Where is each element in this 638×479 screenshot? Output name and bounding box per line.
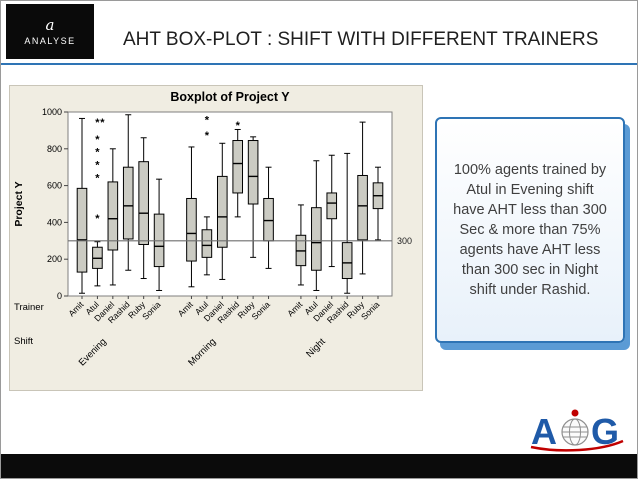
reference-line-label: 300 (397, 236, 412, 246)
boxplot-chart-panel: Boxplot of Project Y Project Y 0 200 400 600 8… (9, 85, 423, 391)
y-tick-label: 600 (47, 181, 62, 191)
aig-letter-a: A (531, 411, 557, 452)
trainer-label: Amit (285, 299, 305, 319)
box-daniel-night (326, 192, 338, 220)
trainer-label: Amit (66, 299, 86, 319)
shift-label: Night (304, 336, 328, 360)
boxplot-chart: Boxplot of Project Y Project Y 0 200 400 600 8… (13, 90, 412, 368)
outlier-marker: * (205, 130, 210, 142)
outlier-marker: * (95, 160, 100, 172)
y-tick-label: 0 (57, 291, 62, 301)
trainer-label: Sonia (140, 299, 163, 322)
trainer-label: Amit (176, 299, 196, 319)
box-rashid-morning (232, 140, 244, 194)
box-atul-night (311, 207, 322, 271)
y-tick-label: 200 (47, 254, 62, 264)
outlier-marker: * (236, 120, 241, 132)
outlier-marker: * (95, 172, 100, 184)
outlier-marker: * (95, 134, 100, 146)
chart-title: Boxplot of Project Y (170, 90, 290, 104)
box-amit-evening (76, 187, 88, 273)
box-daniel-evening (107, 181, 119, 251)
y-tick-label: 800 (47, 144, 62, 154)
footer-bar (1, 454, 637, 478)
callout-box: 100% agents trained by Atul in Evening s… (435, 117, 625, 343)
analyse-logo: a ANALYSE (6, 4, 94, 59)
outlier-marker: * (100, 117, 105, 129)
shift-label: Evening (77, 336, 109, 368)
trainer-row-label: Trainer (14, 302, 44, 313)
trainer-label: Sonia (250, 299, 273, 322)
box-amit-morning (186, 197, 197, 262)
plot-area (67, 111, 393, 297)
header-divider (1, 63, 637, 65)
callout-text: 100% agents trained by Atul in Evening s… (453, 162, 607, 298)
y-axis-label: Project Y (13, 181, 25, 226)
shift-row-label: Shift (14, 336, 33, 347)
logo-underline (530, 439, 624, 452)
outlier-marker: * (205, 114, 210, 126)
i-dot-icon (571, 409, 579, 417)
box-sonia-morning (263, 197, 274, 242)
box-ruby-night (357, 174, 368, 241)
box-rashid-night (341, 242, 353, 280)
trainer-label: Sonia (359, 299, 382, 322)
box-daniel-morning (216, 175, 228, 248)
page-title: AHT BOX-PLOT : SHIFT WITH DIFFERENT TRAI… (123, 29, 599, 50)
box-ruby-morning (247, 140, 259, 205)
box-ruby-evening (138, 161, 149, 245)
analyse-logo-name: ANALYSE (24, 35, 76, 46)
outlier-marker: * (95, 147, 100, 159)
y-tick-label: 400 (47, 217, 62, 227)
box-rashid-evening (122, 166, 134, 240)
aig-logo: A G (525, 406, 629, 452)
outlier-marker: * (95, 117, 100, 129)
analyse-logo-symbol: a (45, 15, 55, 34)
box-atul-morning (201, 229, 213, 258)
shift-label: Morning (186, 336, 218, 368)
y-tick-label: 1000 (42, 107, 62, 117)
outlier-marker: * (95, 213, 100, 225)
aig-logo-graphic: A G (530, 409, 624, 452)
